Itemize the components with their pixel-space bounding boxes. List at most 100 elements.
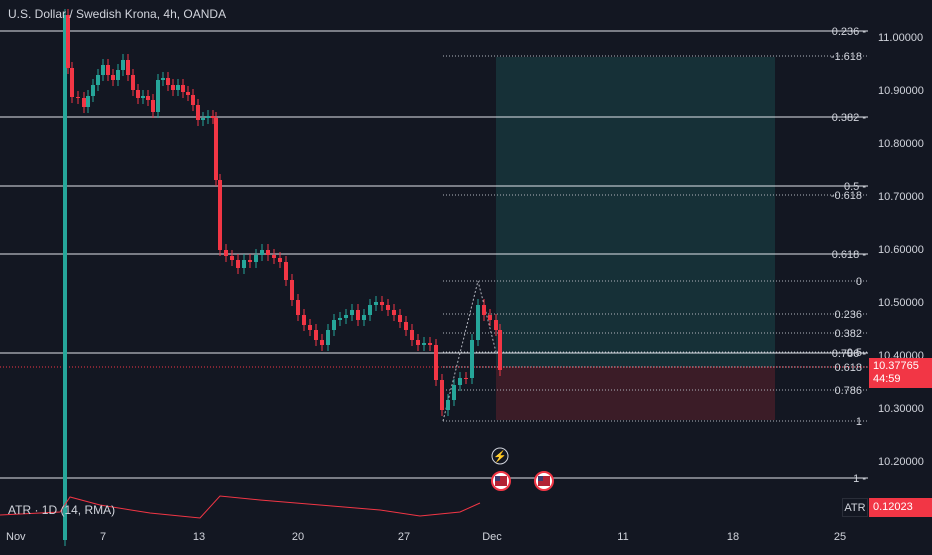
time-axis-label: 18 [727,531,739,543]
candle-body [171,85,175,90]
candle-body [284,262,288,280]
candle-body [440,380,444,410]
candle-body [211,116,215,118]
flag-canton [538,476,543,481]
candle-body [494,320,498,330]
candle-body [416,340,420,345]
candle-body [66,15,70,68]
candle-body [63,15,67,540]
candle-body [338,318,342,320]
candle-body [260,250,264,255]
flag-stripes [495,476,507,486]
candle-body [404,322,408,330]
candle-body [121,60,125,70]
candle-body [458,378,462,385]
fib-extension-label: 0.382 [834,328,862,340]
candle-body [186,92,190,95]
price-axis-label: 10.20000 [878,456,924,468]
candle-body [374,302,378,305]
price-axis-label: 10.80000 [878,138,924,150]
candle-body [224,250,228,256]
stop-loss-zone-box [496,367,775,420]
lightning-event-glyph: ⚡ [493,450,507,463]
candle-body [161,78,165,80]
candle-body [101,65,105,75]
candle-body [332,320,336,330]
candle-body [176,85,180,90]
candle-body [356,310,360,320]
candle-body [344,315,348,318]
candle-body [452,385,456,400]
candle-body [230,256,234,260]
flag-stripes [538,476,550,486]
candle-body [181,85,185,92]
fib-extension-label: 0.5 [847,347,862,359]
candle-body [350,310,354,315]
time-axis-label: 20 [292,531,304,543]
candle-body [214,118,218,180]
candle-body [296,300,300,315]
fib-extension-label: 0.236 [834,309,862,321]
candle-body [146,96,150,100]
candle-body [326,330,330,345]
candle-body [248,260,252,262]
fib-level-label: 0.236 - [832,26,867,38]
price-axis-label: 10.60000 [878,244,924,256]
candle-body [70,68,74,97]
candle-body [498,330,502,370]
candle-body [218,180,222,250]
fib-level-label: 0.786 - [832,348,867,360]
lightning-event-icon [491,447,509,465]
price-axis-label: 10.70000 [878,191,924,203]
candle-body [242,260,246,268]
candle-body [476,305,480,340]
fib-extension-label: 0.618 [834,362,862,374]
candle-body [428,343,432,345]
profit-zone-box [496,57,775,367]
candle-body [166,78,170,85]
fib-extension-label: 1 [856,416,862,428]
candle-body [91,85,95,96]
flag-canton [495,476,500,481]
candle-body [126,60,130,75]
candle-body [136,90,140,98]
candle-body [272,255,276,258]
candle-body [82,98,86,107]
candle-body [116,70,120,80]
candle-body [278,258,282,262]
candle-body [422,343,426,345]
time-axis-label: 27 [398,531,410,543]
candle-body [386,305,390,310]
time-axis-label: 11 [617,531,628,543]
fib-extension-label: 0.786 [834,385,862,397]
candle-body [106,65,110,75]
candle-body [266,250,270,255]
events-group: ⚡ [491,447,554,491]
atr-indicator-label[interactable]: ATR · 1D (14, RMA) [8,503,116,517]
candle-body [302,315,306,325]
time-axis-label: Dec [482,531,502,543]
time-axis-label: 7 [100,531,106,543]
current-price-tag: 10.37765 44:59 [869,358,932,388]
candle-body [362,315,366,320]
candle-body [191,95,195,105]
candle-body [434,345,438,380]
current-price-value: 10.37765 [873,360,919,372]
candle-body [96,75,100,85]
candle-body [314,330,318,340]
candle-body [131,75,135,90]
fib-level-label: 1 - [853,473,866,485]
candle-body [141,96,145,98]
price-axis-label: 10.90000 [878,85,924,97]
fib-extension-label: -0.618 [831,190,862,202]
candle-body [446,400,450,410]
candle-body [320,340,324,345]
price-axis-label: 10.50000 [878,297,924,309]
fib-trendline [442,280,497,422]
candle-body [308,325,312,330]
candle-body [236,260,240,268]
fib-level-label: 0.5 - [844,181,866,193]
atr-name-tag: ATR [842,498,868,517]
